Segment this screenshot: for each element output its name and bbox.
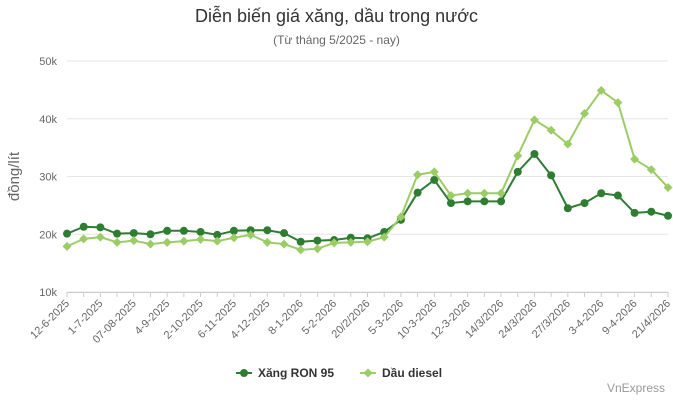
- data-point-ron95: [497, 197, 506, 206]
- data-point-diesel: [646, 165, 656, 175]
- data-point-diesel: [129, 236, 139, 246]
- data-point-diesel: [479, 188, 489, 198]
- data-point-diesel: [79, 234, 89, 244]
- data-point-ron95: [196, 227, 205, 236]
- data-point-diesel: [229, 233, 239, 243]
- data-point-diesel: [62, 241, 72, 251]
- y-tick-label: 30k: [39, 172, 57, 184]
- data-point-ron95: [79, 222, 88, 231]
- data-point-ron95: [229, 226, 238, 235]
- data-point-diesel: [246, 230, 256, 240]
- data-point-ron95: [430, 175, 439, 184]
- data-point-diesel: [212, 236, 222, 246]
- data-point-ron95: [580, 199, 589, 208]
- data-point-ron95: [597, 189, 606, 198]
- data-point-diesel: [596, 85, 606, 95]
- data-point-ron95: [280, 229, 289, 238]
- data-point-ron95: [664, 211, 672, 220]
- data-point-diesel: [463, 188, 473, 198]
- data-point-ron95: [346, 233, 355, 242]
- data-point-ron95: [480, 197, 489, 206]
- data-point-diesel: [429, 167, 439, 177]
- data-point-ron95: [213, 230, 222, 239]
- data-point-ron95: [296, 237, 305, 246]
- chart-subtitle: (Từ tháng 5/2025 - nay): [273, 33, 400, 47]
- data-point-ron95: [113, 229, 122, 238]
- data-point-diesel: [379, 232, 389, 242]
- data-point-diesel: [363, 237, 372, 247]
- data-point-diesel: [346, 237, 356, 247]
- data-point-ron95: [530, 149, 539, 158]
- data-point-ron95: [630, 208, 639, 217]
- series-line-2: [66, 89, 669, 251]
- data-point-diesel: [630, 154, 640, 164]
- data-point-diesel: [145, 239, 155, 249]
- chart-title: Diễn biến giá xăng, dầu trong nước: [194, 6, 479, 26]
- x-tick-label: 8-1-2026: [266, 298, 306, 338]
- data-point-ron95: [563, 204, 572, 213]
- data-point-diesel: [329, 238, 339, 248]
- data-point-diesel: [112, 237, 122, 247]
- x-tick-label: 12-6-2025: [28, 298, 72, 342]
- data-point-ron95: [446, 199, 455, 208]
- data-point-diesel: [513, 151, 523, 161]
- data-point-ron95: [513, 167, 522, 176]
- y-tick-label: 20k: [39, 229, 57, 241]
- data-point-diesel: [446, 191, 456, 201]
- data-point-diesel: [613, 98, 623, 108]
- y-tick-label: 50k: [39, 56, 57, 68]
- legend-label: Dầu diesel: [382, 366, 442, 380]
- data-point-ron95: [613, 191, 622, 200]
- legend-label: Xăng RON 95: [258, 366, 334, 380]
- data-point-diesel: [312, 244, 322, 254]
- data-point-ron95: [263, 226, 272, 235]
- data-point-diesel: [396, 212, 406, 222]
- data-point-diesel: [413, 170, 423, 180]
- data-point-diesel: [546, 125, 556, 135]
- data-point-ron95: [146, 230, 155, 239]
- data-point-ron95: [163, 226, 172, 235]
- data-point-diesel: [663, 182, 673, 192]
- source-credit: VnExpress: [606, 381, 665, 395]
- data-point-diesel: [196, 234, 206, 244]
- legend-marker-ron95: [240, 369, 248, 377]
- data-point-diesel: [296, 245, 306, 255]
- y-axis-title: đồng/lít: [6, 151, 23, 201]
- data-point-diesel: [496, 188, 506, 198]
- data-point-ron95: [63, 229, 71, 238]
- data-point-ron95: [547, 171, 556, 180]
- data-point-diesel: [162, 237, 172, 247]
- series-line-1: [66, 152, 669, 243]
- legend-marker-diesel: [363, 368, 373, 378]
- x-tick-label: 3-4-2026: [567, 298, 607, 338]
- data-point-diesel: [580, 109, 590, 119]
- data-point-diesel: [262, 237, 272, 247]
- data-point-ron95: [313, 236, 322, 245]
- data-point-diesel: [279, 239, 289, 249]
- data-point-ron95: [96, 223, 105, 232]
- y-tick-label: 10k: [39, 287, 57, 299]
- data-point-diesel: [179, 236, 189, 246]
- data-point-ron95: [179, 226, 188, 235]
- data-point-ron95: [129, 229, 138, 238]
- data-point-diesel: [529, 115, 539, 125]
- data-point-diesel: [563, 139, 573, 149]
- data-point-diesel: [95, 232, 105, 242]
- y-tick-label: 40k: [39, 114, 57, 126]
- data-point-ron95: [647, 207, 656, 216]
- data-point-ron95: [413, 188, 422, 197]
- data-point-ron95: [463, 197, 472, 206]
- data-point-ron95: [246, 226, 255, 235]
